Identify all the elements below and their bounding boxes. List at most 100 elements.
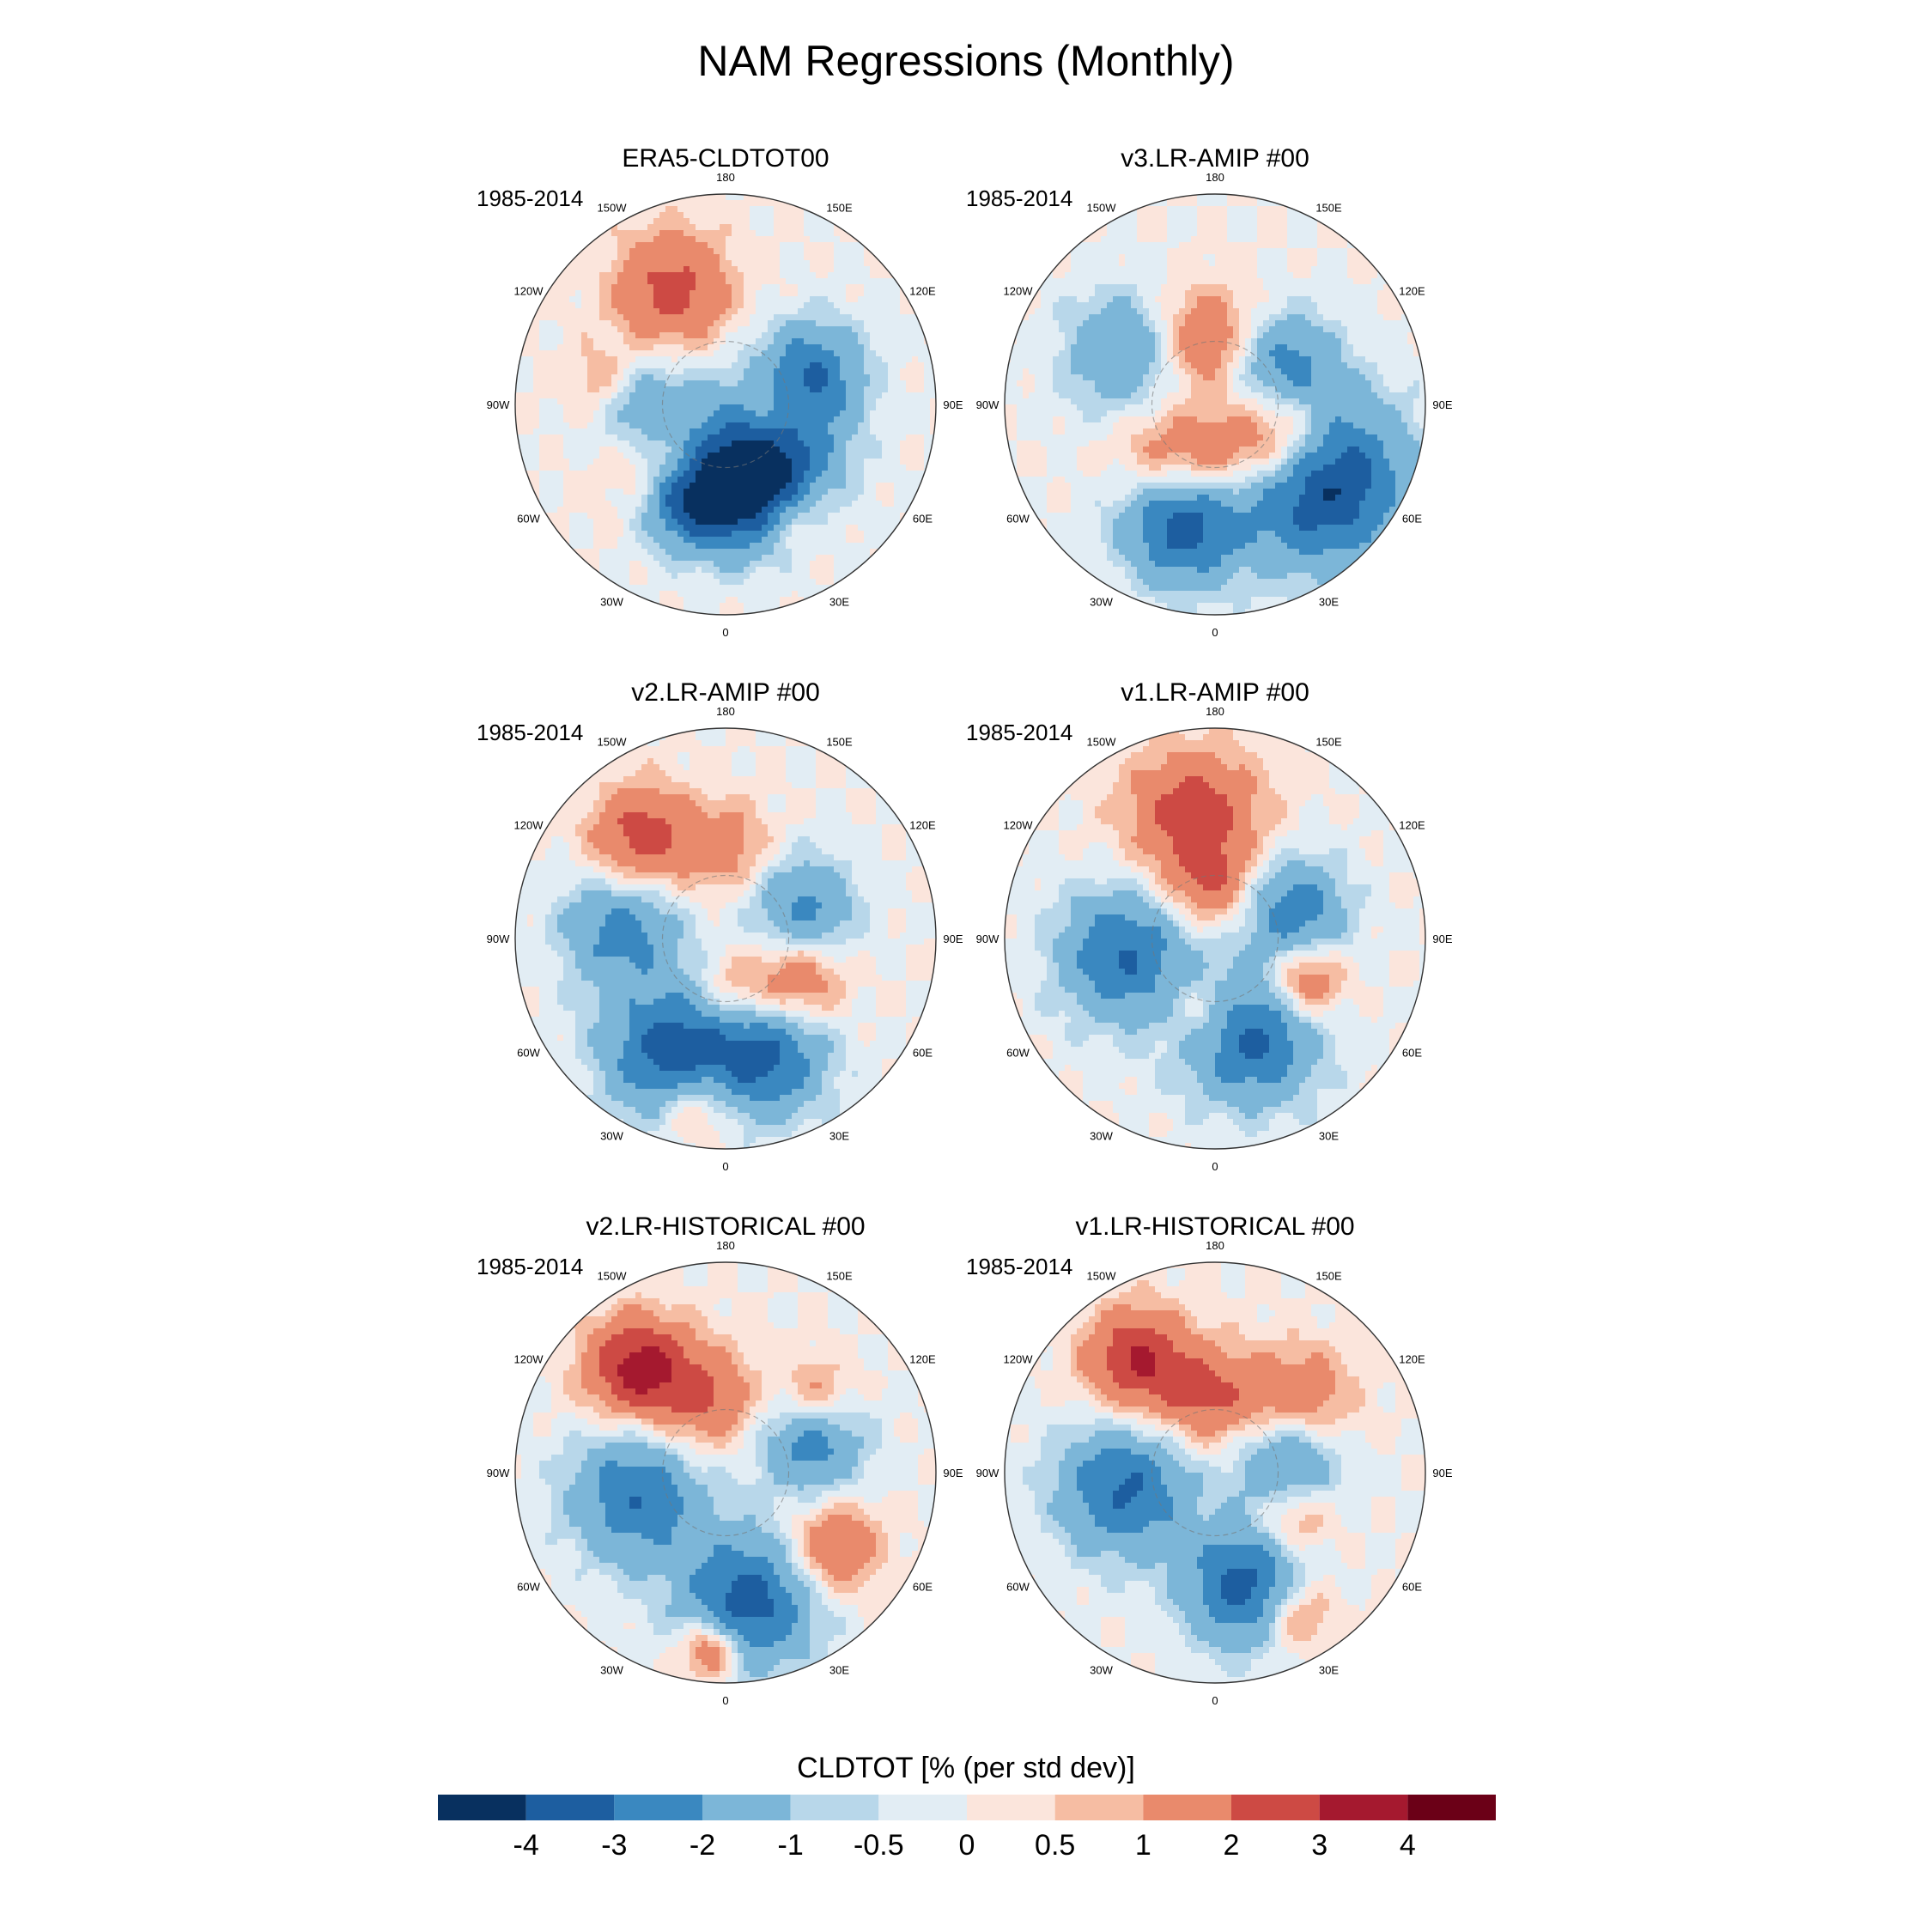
field-cell (828, 272, 835, 279)
field-cell (720, 290, 726, 297)
field-cell (912, 434, 919, 441)
field-cell (659, 410, 666, 417)
field-cell (798, 495, 805, 501)
field-cell (581, 344, 588, 351)
field-cell (593, 254, 600, 261)
field-cell (617, 362, 624, 369)
field-cell (1221, 278, 1228, 285)
field-cell (750, 260, 756, 267)
field-cell (870, 290, 877, 297)
field-cell (768, 212, 775, 219)
field-cell (828, 248, 835, 255)
field-cell (744, 567, 750, 574)
field-cell (732, 344, 738, 351)
field-cell (1197, 302, 1204, 309)
field-cell (599, 260, 606, 267)
field-cell (1335, 278, 1342, 285)
field-cell (563, 471, 570, 477)
field-cell (1251, 266, 1258, 273)
field-cell (762, 543, 769, 550)
field-cell (641, 447, 648, 453)
field-cell (858, 308, 865, 315)
field-cell (834, 471, 841, 477)
field-cell (1263, 254, 1270, 261)
field-cell (611, 308, 618, 315)
field-cell (912, 410, 919, 417)
field-cell (581, 513, 588, 519)
field-cell (1251, 296, 1258, 303)
field-cell (714, 386, 720, 393)
field-cell (587, 447, 594, 453)
field-cell (677, 561, 684, 568)
field-cell (834, 447, 841, 453)
field-cell (629, 531, 636, 538)
field-cell (846, 519, 853, 526)
field-cell (870, 344, 877, 351)
field-cell (677, 531, 684, 538)
field-cell (605, 350, 612, 357)
field-cell (762, 483, 769, 489)
field-cell (1269, 308, 1276, 315)
field-cell (1377, 302, 1384, 309)
field-cell (629, 374, 636, 381)
field-cell (569, 362, 576, 369)
field-cell (587, 386, 594, 393)
field-cell (846, 236, 853, 243)
field-cell (653, 489, 660, 495)
field-cell (894, 489, 901, 495)
field-cell (804, 428, 811, 435)
field-cell (611, 489, 618, 495)
field-cell (798, 236, 805, 243)
field-cell (563, 489, 570, 495)
field-cell (690, 320, 696, 327)
field-cell (1347, 272, 1354, 279)
field-cell (816, 254, 823, 261)
field-cell (617, 477, 624, 483)
field-cell (1101, 302, 1108, 309)
field-cell (768, 362, 775, 369)
field-cell (539, 489, 546, 495)
field-cell (690, 278, 696, 285)
field-cell (605, 489, 612, 495)
field-cell (653, 597, 660, 604)
field-cell (888, 374, 895, 381)
field-cell (888, 428, 895, 435)
field-cell (1107, 254, 1114, 261)
field-cell (828, 374, 835, 381)
field-cell (744, 356, 750, 363)
field-cell (1143, 290, 1150, 297)
field-cell (635, 573, 642, 580)
field-cell (1041, 284, 1048, 291)
field-cell (852, 398, 859, 405)
field-cell (840, 230, 847, 237)
field-cell (647, 567, 654, 574)
field-cell (1173, 254, 1180, 261)
field-cell (1125, 236, 1132, 243)
field-cell (1089, 260, 1096, 267)
field-cell (677, 302, 684, 309)
field-cell (635, 410, 642, 417)
field-cell (569, 410, 576, 417)
field-cell (647, 332, 654, 339)
field-cell (629, 218, 636, 225)
field-cell (1299, 242, 1306, 249)
field-cell (671, 519, 678, 526)
field-cell (1245, 194, 1252, 201)
field-cell (665, 453, 672, 459)
field-cell (840, 278, 847, 285)
field-cell (1167, 272, 1174, 279)
field-cell (1251, 272, 1258, 279)
field-cell (906, 440, 913, 447)
field-cell (798, 260, 805, 267)
field-cell (659, 591, 666, 598)
field-cell (756, 302, 762, 309)
field-cell (792, 368, 799, 375)
field-cell (924, 356, 931, 363)
field-cell (1137, 284, 1144, 291)
field-cell (1059, 308, 1066, 315)
field-cell (569, 453, 576, 459)
field-cell (1209, 236, 1216, 243)
field-cell (683, 230, 690, 237)
field-cell (738, 422, 744, 429)
field-cell (1143, 284, 1150, 291)
